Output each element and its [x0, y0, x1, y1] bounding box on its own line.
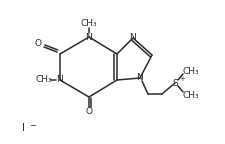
Text: S: S [171, 78, 177, 88]
Text: N: N [85, 33, 92, 41]
Text: CH₃: CH₃ [182, 67, 198, 75]
Text: CH₃: CH₃ [36, 75, 52, 85]
Text: N: N [129, 34, 136, 42]
Text: N: N [56, 75, 63, 85]
Text: N: N [136, 73, 143, 83]
Text: CH₃: CH₃ [80, 19, 97, 29]
Text: O: O [85, 107, 92, 115]
Text: CH₃: CH₃ [182, 90, 198, 100]
Text: −: − [29, 122, 36, 130]
Text: +: + [178, 76, 184, 82]
Text: I: I [22, 123, 25, 133]
Text: O: O [34, 39, 41, 49]
